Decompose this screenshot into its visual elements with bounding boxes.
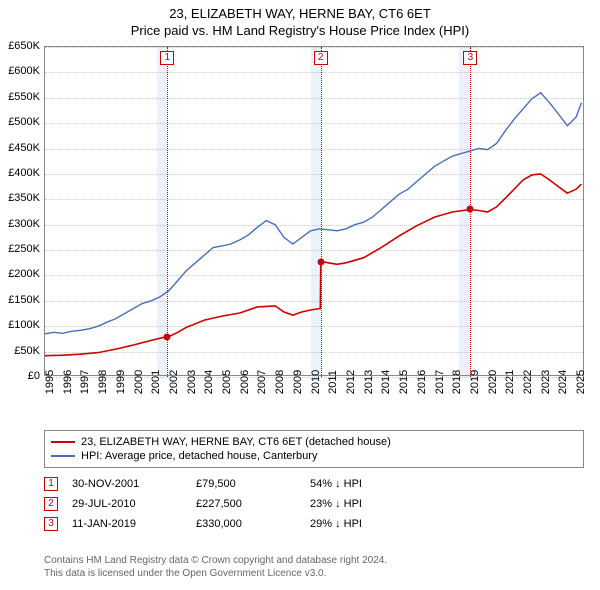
y-tick-label: £250K (0, 243, 40, 255)
x-tick-label: 2024 (557, 370, 569, 394)
x-tick-label: 1998 (97, 370, 109, 394)
shaded-band (311, 47, 322, 377)
sale-marker-badge: 3 (463, 51, 477, 65)
y-tick-label: £600K (0, 65, 40, 77)
x-tick-label: 2015 (398, 370, 410, 394)
y-tick-label: £0 (0, 370, 40, 382)
x-tick-label: 2001 (150, 370, 162, 394)
x-tick-label: 2011 (327, 370, 339, 394)
y-tick-label: £400K (0, 167, 40, 179)
x-tick-label: 2005 (221, 370, 233, 394)
y-tick-label: £450K (0, 142, 40, 154)
legend-item: 23, ELIZABETH WAY, HERNE BAY, CT6 6ET (d… (51, 435, 577, 449)
sale-point-dot (164, 333, 171, 340)
y-tick-label: £550K (0, 91, 40, 103)
event-date: 30-NOV-2001 (72, 478, 182, 490)
legend-swatch (51, 441, 75, 443)
x-tick-label: 2013 (363, 370, 375, 394)
x-tick-label: 2003 (186, 370, 198, 394)
x-tick-label: 2006 (239, 370, 251, 394)
y-tick-label: £300K (0, 218, 40, 230)
x-tick-label: 2022 (522, 370, 534, 394)
shaded-band (157, 47, 168, 377)
x-tick-label: 2007 (256, 370, 268, 394)
event-badge: 3 (44, 517, 58, 531)
y-tick-label: £100K (0, 319, 40, 331)
x-tick-label: 2023 (540, 370, 552, 394)
attribution-footer: Contains HM Land Registry data © Crown c… (44, 554, 584, 580)
sale-marker-badge: 1 (160, 51, 174, 65)
sale-event-row: 2 29-JUL-2010 £227,500 23% ↓ HPI (44, 494, 584, 514)
legend: 23, ELIZABETH WAY, HERNE BAY, CT6 6ET (d… (44, 430, 584, 468)
y-tick-label: £350K (0, 192, 40, 204)
sale-event-row: 3 11-JAN-2019 £330,000 29% ↓ HPI (44, 514, 584, 534)
event-price: £227,500 (196, 498, 296, 510)
legend-label: 23, ELIZABETH WAY, HERNE BAY, CT6 6ET (d… (81, 436, 391, 448)
x-tick-label: 2004 (203, 370, 215, 394)
chart-subtitle: Price paid vs. HM Land Registry's House … (0, 21, 600, 38)
legend-swatch (51, 455, 75, 457)
x-tick-label: 2016 (416, 370, 428, 394)
y-tick-label: £650K (0, 40, 40, 52)
event-date: 29-JUL-2010 (72, 498, 182, 510)
x-tick-label: 2014 (380, 370, 392, 394)
x-tick-label: 2017 (434, 370, 446, 394)
sale-point-dot (317, 258, 324, 265)
sale-events-table: 1 30-NOV-2001 £79,500 54% ↓ HPI 2 29-JUL-2010… (44, 474, 584, 534)
x-tick-label: 2021 (504, 370, 516, 394)
event-pct: 29% ↓ HPI (310, 518, 420, 530)
x-tick-label: 2018 (451, 370, 463, 394)
sale-event-row: 1 30-NOV-2001 £79,500 54% ↓ HPI (44, 474, 584, 494)
footer-line-2: This data is licensed under the Open Gov… (44, 567, 584, 580)
event-badge: 2 (44, 497, 58, 511)
event-pct: 54% ↓ HPI (310, 478, 420, 490)
event-price: £330,000 (196, 518, 296, 530)
x-tick-label: 2009 (292, 370, 304, 394)
event-pct: 23% ↓ HPI (310, 498, 420, 510)
event-price: £79,500 (196, 478, 296, 490)
x-tick-label: 1995 (44, 370, 56, 394)
chart-title: 23, ELIZABETH WAY, HERNE BAY, CT6 6ET (0, 0, 600, 21)
y-tick-label: £150K (0, 294, 40, 306)
x-tick-label: 2020 (487, 370, 499, 394)
footer-line-1: Contains HM Land Registry data © Crown c… (44, 554, 584, 567)
y-tick-label: £50K (0, 345, 40, 357)
event-badge: 1 (44, 477, 58, 491)
y-tick-label: £200K (0, 268, 40, 280)
x-tick-label: 1999 (115, 370, 127, 394)
event-date: 11-JAN-2019 (72, 518, 182, 530)
sale-point-dot (467, 206, 474, 213)
sale-marker-badge: 2 (314, 51, 328, 65)
chart-container: 23, ELIZABETH WAY, HERNE BAY, CT6 6ET Pr… (0, 0, 600, 590)
x-tick-label: 1997 (79, 370, 91, 394)
legend-item: HPI: Average price, detached house, Cant… (51, 449, 577, 463)
sale-marker-line (167, 47, 168, 377)
sale-marker-line (321, 47, 322, 377)
x-tick-label: 2012 (345, 370, 357, 394)
legend-label: HPI: Average price, detached house, Cant… (81, 450, 317, 462)
x-tick-label: 2008 (274, 370, 286, 394)
x-tick-label: 1996 (62, 370, 74, 394)
x-tick-label: 2000 (133, 370, 145, 394)
x-tick-label: 2025 (575, 370, 587, 394)
plot-area: 1 2 3 (44, 46, 584, 376)
x-tick-label: 2002 (168, 370, 180, 394)
y-tick-label: £500K (0, 116, 40, 128)
